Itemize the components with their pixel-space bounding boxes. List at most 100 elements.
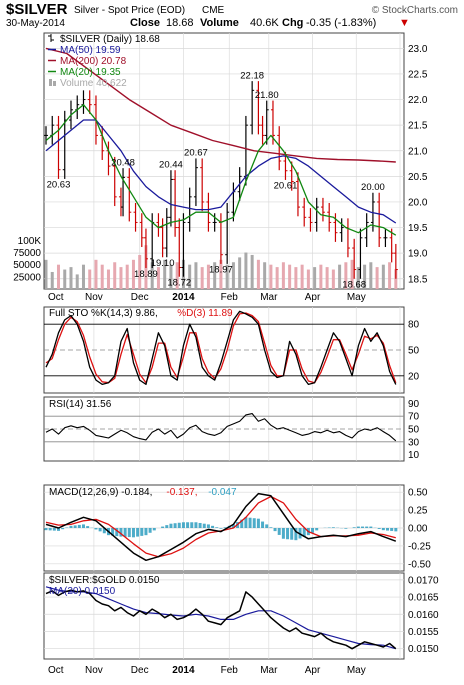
macd-histogram-bar — [152, 528, 156, 531]
top-month-label: Mar — [260, 292, 278, 303]
volume-bar — [331, 269, 335, 289]
macd-histogram-bar — [219, 528, 223, 529]
macd-histogram-bar — [211, 525, 215, 528]
macd-histogram-bar — [181, 522, 185, 528]
rsi-tick-label: 50 — [408, 425, 420, 436]
rsi-tick-label: 10 — [408, 450, 420, 461]
macd-histogram-bar — [81, 524, 85, 528]
bottom-month-label: Oct — [48, 665, 64, 676]
top-month-label: Apr — [305, 292, 321, 303]
stochastic-layer: 80 50 20 Full STO %K(14,3) 9.86, %D(3) 11.89 — [44, 307, 420, 393]
macd-histogram-bar — [315, 528, 319, 531]
rsi-line — [45, 413, 397, 442]
macd-histogram-bar — [244, 517, 248, 528]
macd-histogram-bar — [394, 528, 398, 532]
sto-k-line — [45, 310, 397, 386]
macd-histogram-bar — [286, 528, 290, 540]
volume-bar — [150, 262, 154, 289]
sto-legend-text: %D(3) 11.89 — [177, 308, 233, 319]
macd-tick-label: -0.50 — [408, 559, 431, 570]
volume-bar — [238, 257, 242, 289]
bottom-month-label: Mar — [260, 665, 278, 676]
macd-histogram-bar — [56, 528, 60, 531]
close-value: 18.68 — [166, 17, 194, 29]
volume-bar — [200, 267, 204, 289]
macd-histogram-bar — [144, 528, 148, 536]
macd-line — [45, 492, 397, 562]
macd-histogram-bar — [52, 528, 56, 531]
volume-bar — [281, 262, 285, 289]
macd-histogram-bar — [277, 528, 281, 535]
macd-histogram-bar — [256, 518, 260, 528]
bottom-month-label: 2014 — [172, 665, 195, 676]
macd-histogram-bar — [198, 522, 202, 528]
price-legend-text: MA(20) 19.35 — [60, 67, 121, 78]
macd-histogram-bar — [344, 528, 348, 529]
macd-histogram-bar — [377, 528, 381, 529]
exchange-label: CME — [202, 5, 225, 16]
macd-histogram-bar — [177, 522, 181, 528]
macd-histogram-bar — [248, 517, 252, 528]
volume-bar — [131, 259, 135, 289]
sto-tick-label: 50 — [408, 346, 420, 357]
ratio-legend-text: $SILVER:$GOLD 0.0150 — [49, 575, 160, 586]
volume-bar — [325, 267, 329, 289]
top-month-label: Oct — [48, 292, 64, 303]
volume-bar — [256, 259, 260, 289]
top-month-label: Nov — [85, 292, 103, 303]
price-annotation: 20.00 — [361, 182, 385, 193]
price-legend-text: MA(200) 20.78 — [60, 56, 127, 67]
price-annotation: 19.10 — [151, 258, 175, 269]
ratio-legend-text: MA(20) 0.0150 — [49, 586, 116, 597]
macd-layer: 0.50 0.25 0.00 -0.25 -0.50 MACD(12,26,9) -0.1… — [44, 485, 431, 571]
top-month-label: May — [347, 292, 366, 303]
volume-bar — [106, 269, 110, 289]
rsi-tick-label: 70 — [408, 412, 420, 423]
volume-bar — [219, 259, 223, 289]
price-annotation: 22.18 — [240, 70, 264, 81]
macd-histogram-bar — [194, 522, 198, 528]
volume-bar — [206, 264, 210, 289]
volume-bar — [75, 274, 79, 289]
macd-legend-text: MACD(12,26,9) -0.184, — [49, 487, 152, 498]
price-tick-label: 22.0 — [408, 95, 428, 106]
macd-histogram-bar — [61, 528, 65, 530]
volume-bar — [269, 264, 273, 289]
macd-histogram-bar — [136, 528, 140, 537]
macd-histogram-bar — [48, 528, 52, 531]
volume-bar — [394, 269, 398, 289]
macd-histogram-bar — [102, 528, 106, 534]
volume-bar — [169, 264, 173, 289]
volume-bar — [163, 259, 167, 289]
macd-tick-label: -0.25 — [408, 541, 431, 552]
macd-tick-label: 0.50 — [408, 488, 428, 499]
ratio-tick-label: 0.0170 — [408, 575, 439, 586]
macd-histogram-bar — [361, 526, 365, 528]
macd-histogram-bar — [390, 528, 394, 531]
volume-bar — [294, 267, 298, 289]
chg-value: -0.35 (-1.83%) — [306, 17, 376, 29]
price-annotation: 18.72 — [167, 277, 191, 288]
macd-histogram-bar — [206, 524, 210, 528]
macd-tick-label: 0.00 — [408, 524, 428, 535]
symbol-title: $SILVER — [6, 1, 68, 18]
price-annotation: 20.48 — [111, 157, 135, 168]
volume-bar — [288, 264, 292, 289]
price-tick-label: 20.0 — [408, 197, 428, 208]
price-annotation: 20.67 — [184, 148, 208, 159]
volume-bar — [231, 262, 235, 289]
macd-histogram-bar — [111, 528, 115, 536]
volume-legend-icon — [49, 79, 52, 86]
price-tick-label: 19.5 — [408, 223, 428, 234]
ratio-tick-label: 0.0165 — [408, 593, 439, 604]
volume-bar — [388, 262, 392, 289]
price-annotation: 20.63 — [47, 180, 71, 191]
sto-tick-label: 20 — [408, 371, 420, 382]
ratio-line — [45, 589, 397, 650]
volume-bar — [225, 264, 229, 289]
price-tick-label: 18.5 — [408, 274, 428, 285]
macd-histogram-bar — [86, 526, 90, 528]
macd-histogram-bar — [115, 528, 119, 537]
macd-histogram-bar — [281, 528, 285, 539]
